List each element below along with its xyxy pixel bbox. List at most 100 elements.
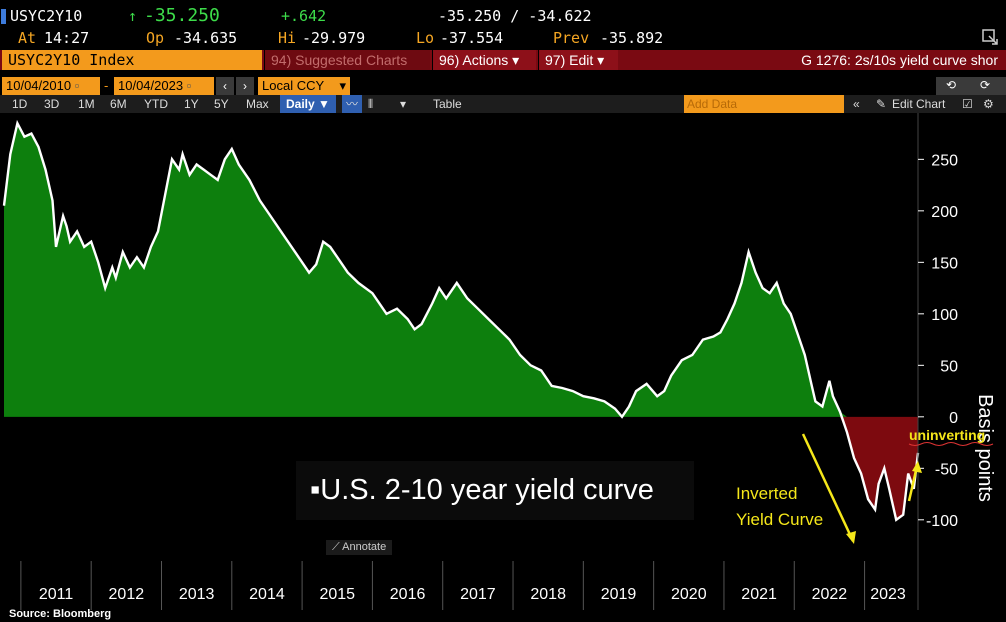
x-axis: 2011 2012 2013 2014 2015 2016 2017 2018 2019 2020… xyxy=(20,561,906,610)
end-date-field[interactable]: 10/04/2023 ▫ xyxy=(114,77,214,95)
arrowhead-icon xyxy=(846,531,856,544)
high-value: -29.979 xyxy=(302,29,366,47)
high-label: Hi xyxy=(278,29,297,47)
uninverting-arrow xyxy=(907,465,919,502)
line-chart-icon[interactable]: 〰 xyxy=(342,95,362,113)
spellcheck-underline xyxy=(908,442,994,446)
y-axis-label: Basis points xyxy=(974,394,996,502)
edit-toggle-icon[interactable]: ☑ xyxy=(962,97,973,111)
frequency-select[interactable]: Daily ▼ xyxy=(280,95,336,113)
period-1y[interactable]: 1Y xyxy=(184,97,199,111)
expand-icon[interactable] xyxy=(982,29,998,45)
period-max[interactable]: Max xyxy=(246,97,269,111)
y-tick-label: -50 xyxy=(935,461,958,478)
redo-icon[interactable]: ⟳ xyxy=(980,78,991,92)
pencil-icon[interactable]: ✎ xyxy=(876,97,887,111)
up-arrow-icon: ↑ xyxy=(128,7,138,25)
edit-chart-button[interactable]: Edit Chart xyxy=(892,97,946,111)
y-tick-label: 50 xyxy=(940,358,958,375)
x-tick-label: 2012 xyxy=(109,586,145,603)
last-price: -35.250 xyxy=(144,5,220,26)
quote-row-1: USYC2Y10 ↑ -35.250 +.642 -35.250 / -34.6… xyxy=(0,5,1006,26)
ticker-symbol: USYC2Y10 xyxy=(10,7,83,25)
inverted-label-line2: Yield Curve xyxy=(736,510,823,529)
annotate-label: Annotate xyxy=(342,541,387,553)
command-bar: USYC2Y10 Index 94) Suggested Charts 96) … xyxy=(0,50,1006,70)
low-label: Lo xyxy=(416,29,435,47)
x-tick-label: 2019 xyxy=(601,586,637,603)
undo-redo-group: ⟲ ⟳ xyxy=(936,77,1006,95)
chevron-down-icon: ▾ xyxy=(339,78,346,93)
period-1m[interactable]: 1M xyxy=(78,97,95,111)
start-date-field[interactable]: 10/04/2010 ▫ xyxy=(2,77,100,95)
time-label: At xyxy=(18,29,37,47)
suggested-charts-button[interactable]: 94) Suggested Charts xyxy=(264,50,430,70)
low-value: -37.554 xyxy=(440,29,504,47)
edit-menu[interactable]: 97) Edit ▾ xyxy=(538,50,618,70)
prev-label: Prev xyxy=(553,29,590,47)
source-note: Source: Bloomberg xyxy=(9,608,112,620)
y-tick-label: 150 xyxy=(931,255,958,272)
undo-icon[interactable]: ⟲ xyxy=(946,78,957,92)
x-tick-label: 2015 xyxy=(319,586,355,603)
x-tick-label: 2020 xyxy=(671,586,707,603)
x-tick-label: 2014 xyxy=(249,586,285,603)
chart-label-box xyxy=(296,461,694,520)
y-tick-label: -100 xyxy=(926,513,958,530)
positive-area xyxy=(4,123,918,417)
currency-value: Local CCY xyxy=(262,78,325,93)
series-legend-label: ▪U.S. 2-10 year yield curve xyxy=(310,474,654,506)
inverted-arrow xyxy=(801,433,855,542)
y-tick-label: 100 xyxy=(931,307,958,324)
y-axis: 250 200 150 100 50 0 -50 -100 xyxy=(918,152,958,530)
net-change: +.642 xyxy=(281,7,327,25)
gear-icon[interactable]: ⚙ xyxy=(983,97,994,111)
actions-menu[interactable]: 96) Actions ▾ xyxy=(432,50,536,70)
collapse-icon[interactable]: « xyxy=(853,97,860,111)
x-tick-label: 2022 xyxy=(812,586,848,603)
bid-ask: -35.250 / -34.622 xyxy=(438,7,592,25)
period-6m[interactable]: 6M xyxy=(110,97,127,111)
y-tick-label: 0 xyxy=(949,410,958,427)
calendar-icon[interactable]: ▫ xyxy=(74,78,80,93)
prev-range-button[interactable]: ‹ xyxy=(216,77,234,95)
y-tick-label: 250 xyxy=(931,152,958,169)
y-tick-label: 200 xyxy=(931,204,958,221)
date-bar: 10/04/2010 ▫ - 10/04/2023 ▫ ‹ › Local CC… xyxy=(0,77,1006,95)
table-button[interactable]: Table xyxy=(433,97,462,111)
period-3d[interactable]: 3D xyxy=(44,97,60,111)
add-data-input[interactable]: Add Data xyxy=(684,95,844,113)
arrowhead-icon xyxy=(912,461,922,473)
date-separator: - xyxy=(104,78,109,93)
ticker-marker xyxy=(1,9,6,24)
chart-title: G 1276: 2s/10s yield curve shor xyxy=(801,52,998,68)
bar-chart-icon[interactable]: ⫴ xyxy=(368,97,374,111)
x-tick-label: 2011 xyxy=(39,586,74,603)
period-5y[interactable]: 5Y xyxy=(214,97,229,111)
period-1d[interactable]: 1D xyxy=(12,97,28,111)
inverted-label-line1: Inverted xyxy=(736,484,797,503)
period-bar: 1D 3D 1M 6M YTD 1Y 5Y Max Daily ▼ 〰 ⫴ ▾ … xyxy=(0,95,1006,113)
calendar-icon[interactable]: ▫ xyxy=(186,78,192,93)
quote-row-2: At 14:27 Op -34.635 Hi -29.979 Lo -37.55… xyxy=(0,28,1006,48)
uninverting-label: uninverting xyxy=(909,427,985,443)
x-tick-label: 2017 xyxy=(460,586,496,603)
currency-select[interactable]: Local CCY ▾ xyxy=(258,77,350,95)
series-line xyxy=(2,119,920,522)
pencil-icon: ⟋ xyxy=(332,541,340,553)
open-label: Op xyxy=(146,29,165,47)
x-tick-label: 2016 xyxy=(390,586,426,603)
x-tick-label: 2018 xyxy=(530,586,566,603)
x-tick-label: 2021 xyxy=(741,586,777,603)
end-date: 10/04/2023 xyxy=(118,78,184,93)
period-ytd[interactable]: YTD xyxy=(144,97,168,111)
chart-type-dropdown-icon[interactable]: ▾ xyxy=(400,97,407,111)
next-range-button[interactable]: › xyxy=(236,77,254,95)
prev-value: -35.892 xyxy=(600,29,664,47)
security-field[interactable]: USYC2Y10 Index xyxy=(2,50,262,70)
x-tick-label: 2013 xyxy=(179,586,215,603)
start-date: 10/04/2010 xyxy=(6,78,72,93)
quote-time: 14:27 xyxy=(44,29,90,47)
annotate-button[interactable]: ⟋ Annotate xyxy=(326,540,393,555)
